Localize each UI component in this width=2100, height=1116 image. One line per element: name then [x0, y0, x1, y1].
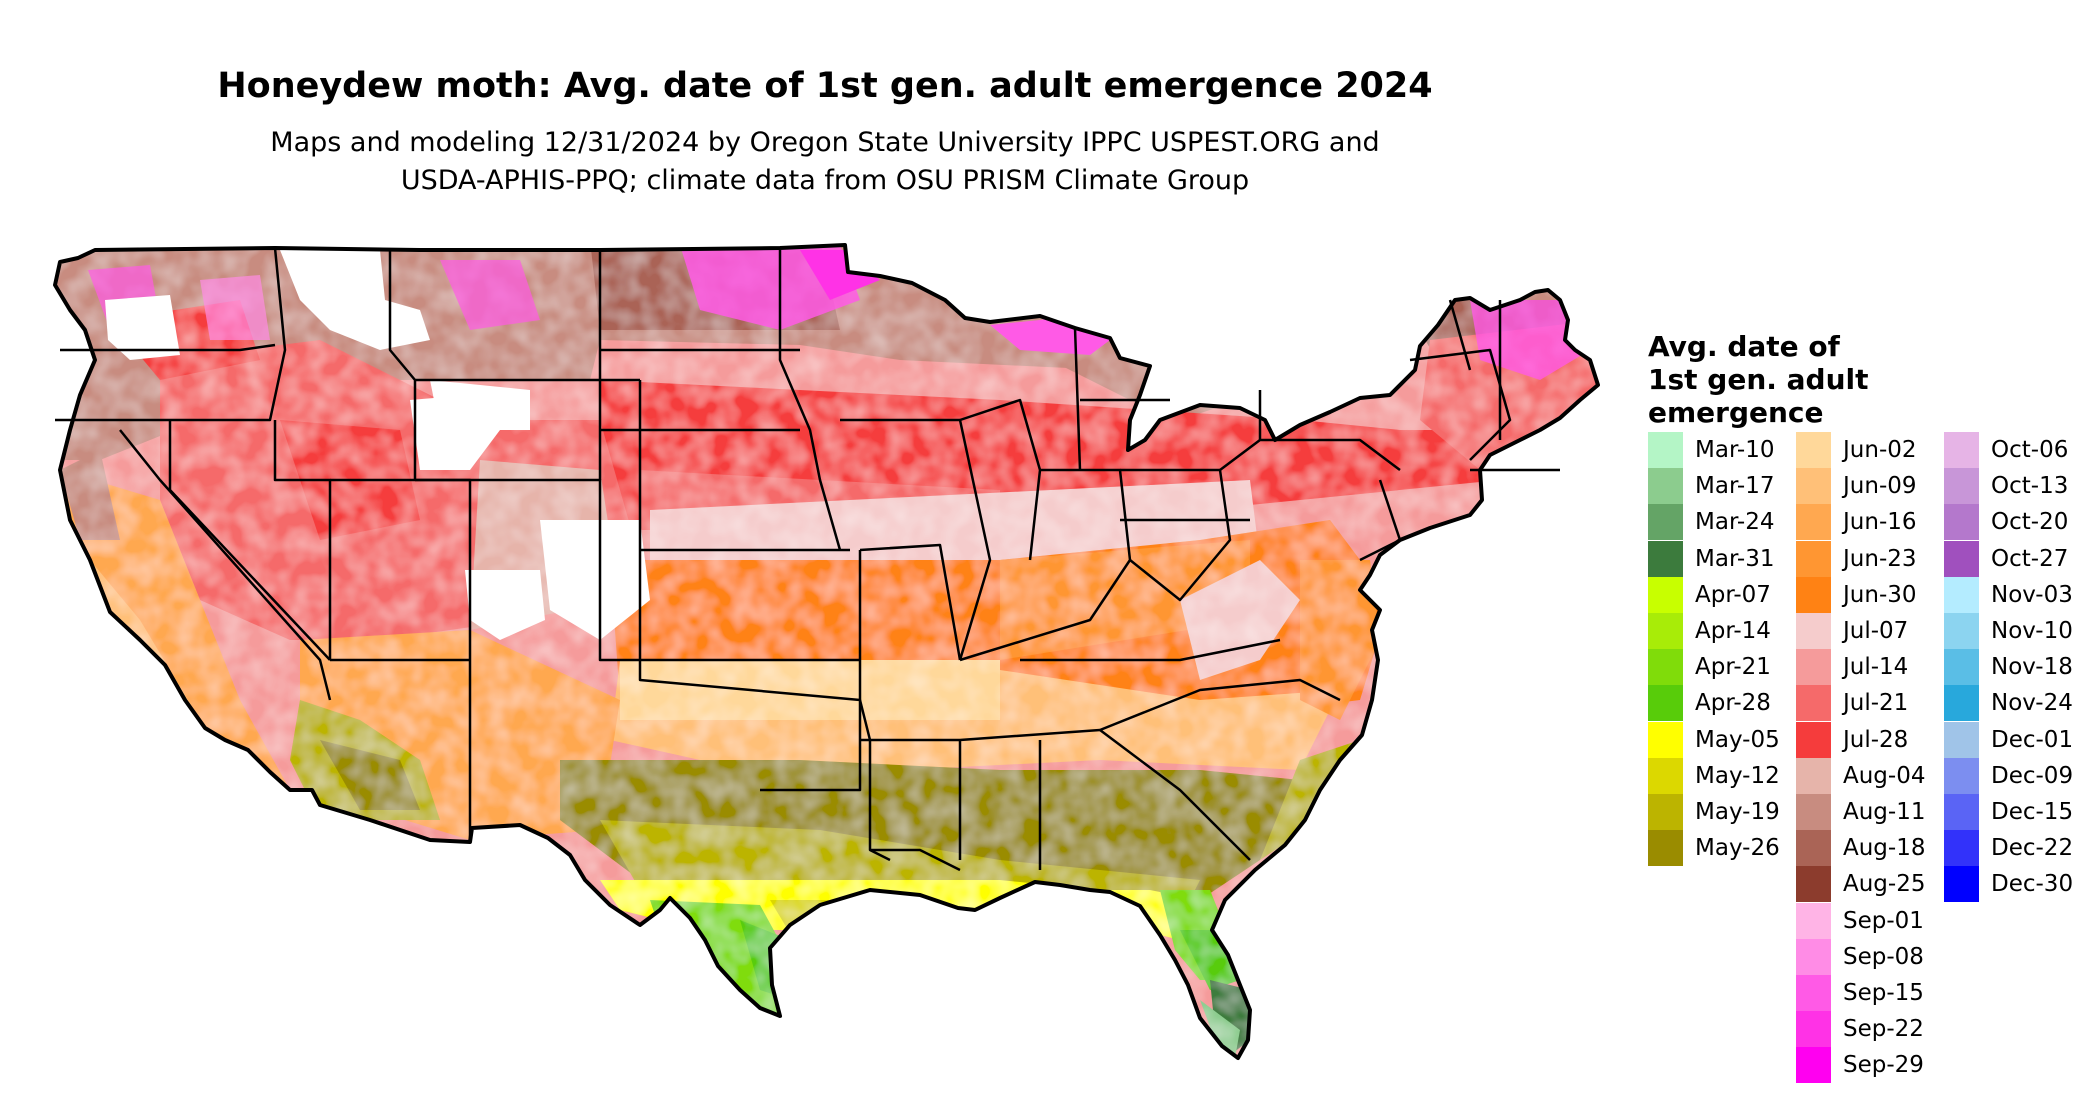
- legend-swatch: [1648, 794, 1683, 830]
- legend-label: Oct-13: [1991, 473, 2069, 500]
- legend-swatch: [1944, 794, 1979, 830]
- legend-swatch: [1796, 1047, 1831, 1084]
- legend-label: Sep-15: [1843, 980, 1924, 1006]
- legend-title-line-2: 1st gen. adult: [1648, 363, 1869, 396]
- subtitle-line-2: USDA-APHIS-PPQ; climate data from OSU PR…: [400, 165, 1250, 196]
- legend-swatch: [1796, 1011, 1831, 1048]
- legend-swatch: [1796, 866, 1831, 903]
- legend-swatch: [1648, 685, 1683, 722]
- legend-swatch: [1944, 757, 1979, 794]
- legend-label: Mar-24: [1695, 509, 1775, 536]
- legend-swatch: [1648, 613, 1683, 649]
- legend-label: Oct-27: [1991, 545, 2069, 572]
- legend-swatch: [1648, 576, 1683, 613]
- legend-swatch: [1796, 721, 1831, 758]
- legend-title-line-1: Avg. date of: [1648, 330, 1840, 363]
- legend-label: Mar-17: [1695, 473, 1775, 500]
- legend-label: Aug-18: [1843, 835, 1926, 862]
- legend-swatch: [1796, 432, 1831, 468]
- legend-swatch: [1944, 613, 1979, 649]
- legend-label: Oct-20: [1991, 509, 2069, 536]
- legend-label: Sep-22: [1843, 1016, 1924, 1043]
- legend-label: Sep-08: [1843, 943, 1924, 970]
- legend-swatch: [1796, 830, 1831, 867]
- legend-swatch: [1796, 468, 1831, 505]
- legend-swatch: [1648, 468, 1683, 505]
- legend-swatch: [1796, 902, 1831, 939]
- legend-label: May-19: [1695, 799, 1780, 825]
- legend-swatch: [1796, 649, 1831, 686]
- legend-swatch: [1944, 721, 1979, 758]
- legend-label: Aug-25: [1843, 871, 1926, 898]
- legend-label: Dec-22: [1991, 835, 2074, 862]
- map-title: Honeydew moth: Avg. date of 1st gen. adu…: [217, 66, 1433, 106]
- legend-label: Nov-10: [1991, 618, 2073, 644]
- legend-swatch: [1944, 866, 1979, 903]
- legend-label: Jul-14: [1843, 654, 1909, 681]
- legend-label: Jul-07: [1843, 618, 1909, 644]
- legend-label: Sep-29: [1843, 1052, 1924, 1079]
- legend-label: Jun-02: [1843, 437, 1917, 463]
- legend-swatch: [1944, 468, 1979, 505]
- legend-label: Dec-30: [1991, 871, 2074, 898]
- legend-swatch: [1944, 649, 1979, 686]
- us-emergence-map: [53, 243, 1600, 1060]
- legend-label: Sep-01: [1843, 907, 1924, 934]
- legend-swatch: [1944, 504, 1979, 541]
- legend-label: Nov-24: [1991, 690, 2073, 717]
- legend-label: Apr-21: [1695, 654, 1771, 681]
- legend-swatch: [1796, 685, 1831, 722]
- legend-label: Jul-28: [1843, 726, 1909, 753]
- legend-label: May-05: [1695, 726, 1780, 753]
- legend-swatch: [1944, 576, 1979, 613]
- legend-label: Nov-18: [1991, 654, 2073, 681]
- legend-label: Dec-01: [1991, 726, 2074, 753]
- legend-swatch: [1944, 685, 1979, 722]
- legend-swatch: [1796, 938, 1831, 975]
- legend-label: Nov-03: [1991, 581, 2073, 608]
- legend-label: Dec-15: [1991, 799, 2074, 825]
- legend-swatch: [1944, 830, 1979, 867]
- legend-swatch: [1648, 649, 1683, 686]
- legend-swatch: [1796, 975, 1831, 1011]
- legend-swatch: [1796, 504, 1831, 541]
- subtitle-line-1: Maps and modeling 12/31/2024 by Oregon S…: [270, 127, 1380, 158]
- legend-label: Dec-09: [1991, 762, 2074, 789]
- legend-label: Oct-06: [1991, 437, 2069, 463]
- legend-title: Avg. date of 1st gen. adult emergence: [1648, 330, 1869, 429]
- state-borders: [53, 243, 1600, 1060]
- legend-label: Jun-09: [1843, 473, 1917, 500]
- legend-swatch: [1944, 540, 1979, 577]
- map-subtitle: Maps and modeling 12/31/2024 by Oregon S…: [0, 124, 1650, 200]
- legend-swatch: [1648, 757, 1683, 794]
- legend-label: Apr-28: [1695, 690, 1771, 717]
- legend-swatch: [1796, 613, 1831, 649]
- legend-swatch: [1648, 830, 1683, 867]
- legend-label: Jul-21: [1843, 690, 1909, 717]
- legend-label: May-12: [1695, 762, 1780, 789]
- legend-label: May-26: [1695, 835, 1780, 862]
- legend-label: Mar-31: [1695, 545, 1775, 572]
- legend-swatch: [1944, 432, 1979, 468]
- legend-label: Apr-14: [1695, 618, 1771, 644]
- legend-label: Jun-16: [1843, 509, 1917, 536]
- legend-swatch: [1648, 432, 1683, 468]
- legend-label: Jun-30: [1843, 581, 1917, 608]
- legend-label: Apr-07: [1695, 581, 1771, 608]
- legend-swatch: [1648, 504, 1683, 541]
- legend-label: Jun-23: [1843, 545, 1917, 572]
- legend-swatch: [1648, 540, 1683, 577]
- legend-swatch: [1796, 576, 1831, 613]
- legend-label: Aug-04: [1843, 762, 1926, 789]
- legend-swatch: [1648, 721, 1683, 758]
- legend-swatch: [1796, 794, 1831, 830]
- legend-swatch: [1796, 757, 1831, 794]
- legend-swatch: [1796, 540, 1831, 577]
- legend-title-line-3: emergence: [1648, 396, 1824, 429]
- legend-label: Aug-11: [1843, 799, 1926, 825]
- legend-label: Mar-10: [1695, 437, 1775, 463]
